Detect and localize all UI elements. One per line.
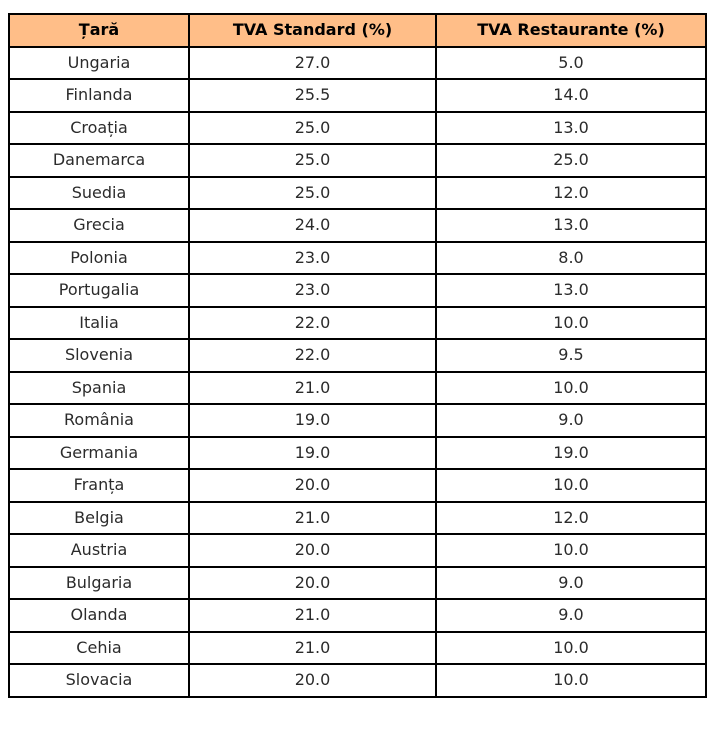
restaurant-vat-cell: 9.5 — [435, 338, 707, 373]
standard-vat-cell: 21.0 — [188, 598, 437, 633]
header-country: Țară — [8, 13, 190, 48]
table-header-row: Țară TVA Standard (%) TVA Restaurante (%… — [8, 13, 707, 48]
country-cell: Slovacia — [8, 663, 190, 698]
standard-vat-cell: 21.0 — [188, 630, 437, 665]
table-row: Cehia 21.0 10.0 — [8, 630, 707, 665]
restaurant-vat-cell: 9.0 — [435, 565, 707, 600]
restaurant-vat-cell: 25.0 — [435, 143, 707, 178]
table-row: Portugalia 23.0 13.0 — [8, 273, 707, 308]
table-row: Spania 21.0 10.0 — [8, 370, 707, 405]
table-row: Germania 19.0 19.0 — [8, 435, 707, 470]
restaurant-vat-cell: 13.0 — [435, 273, 707, 308]
table-row: Austria 20.0 10.0 — [8, 533, 707, 568]
table-row: Polonia 23.0 8.0 — [8, 240, 707, 275]
standard-vat-cell: 20.0 — [188, 533, 437, 568]
standard-vat-cell: 19.0 — [188, 403, 437, 438]
restaurant-vat-cell: 9.0 — [435, 598, 707, 633]
restaurant-vat-cell: 10.0 — [435, 370, 707, 405]
standard-vat-cell: 25.0 — [188, 175, 437, 210]
table-row: Grecia 24.0 13.0 — [8, 208, 707, 243]
standard-vat-cell: 21.0 — [188, 370, 437, 405]
standard-vat-cell: 20.0 — [188, 565, 437, 600]
restaurant-vat-cell: 10.0 — [435, 533, 707, 568]
restaurant-vat-cell: 5.0 — [435, 45, 707, 80]
country-cell: Belgia — [8, 500, 190, 535]
country-cell: Slovenia — [8, 338, 190, 373]
table-row: Slovenia 22.0 9.5 — [8, 338, 707, 373]
restaurant-vat-cell: 12.0 — [435, 175, 707, 210]
country-cell: Germania — [8, 435, 190, 470]
country-cell: Croația — [8, 110, 190, 145]
table-row: Belgia 21.0 12.0 — [8, 500, 707, 535]
standard-vat-cell: 19.0 — [188, 435, 437, 470]
restaurant-vat-cell: 10.0 — [435, 663, 707, 698]
country-cell: Suedia — [8, 175, 190, 210]
table-row: Finlanda 25.5 14.0 — [8, 78, 707, 113]
country-cell: Franța — [8, 468, 190, 503]
restaurant-vat-cell: 10.0 — [435, 468, 707, 503]
country-cell: Olanda — [8, 598, 190, 633]
table-row: Olanda 21.0 9.0 — [8, 598, 707, 633]
header-standard-vat: TVA Standard (%) — [188, 13, 437, 48]
restaurant-vat-cell: 13.0 — [435, 208, 707, 243]
table-row: Franța 20.0 10.0 — [8, 468, 707, 503]
standard-vat-cell: 25.0 — [188, 110, 437, 145]
vat-table: Țară TVA Standard (%) TVA Restaurante (%… — [8, 13, 707, 698]
standard-vat-cell: 24.0 — [188, 208, 437, 243]
restaurant-vat-cell: 19.0 — [435, 435, 707, 470]
standard-vat-cell: 25.0 — [188, 143, 437, 178]
table-row: Danemarca 25.0 25.0 — [8, 143, 707, 178]
country-cell: Austria — [8, 533, 190, 568]
restaurant-vat-cell: 14.0 — [435, 78, 707, 113]
table-row: Suedia 25.0 12.0 — [8, 175, 707, 210]
table-row: Bulgaria 20.0 9.0 — [8, 565, 707, 600]
standard-vat-cell: 25.5 — [188, 78, 437, 113]
restaurant-vat-cell: 8.0 — [435, 240, 707, 275]
standard-vat-cell: 23.0 — [188, 273, 437, 308]
table-row: România 19.0 9.0 — [8, 403, 707, 438]
country-cell: Portugalia — [8, 273, 190, 308]
country-cell: Italia — [8, 305, 190, 340]
restaurant-vat-cell: 10.0 — [435, 630, 707, 665]
country-cell: Spania — [8, 370, 190, 405]
restaurant-vat-cell: 10.0 — [435, 305, 707, 340]
header-restaurant-vat: TVA Restaurante (%) — [435, 13, 707, 48]
table-body: Ungaria 27.0 5.0 Finlanda 25.5 14.0 Croația 25.… — [8, 45, 707, 698]
table-row: Croația 25.0 13.0 — [8, 110, 707, 145]
table-row: Ungaria 27.0 5.0 — [8, 45, 707, 80]
standard-vat-cell: 22.0 — [188, 305, 437, 340]
country-cell: Polonia — [8, 240, 190, 275]
country-cell: Ungaria — [8, 45, 190, 80]
restaurant-vat-cell: 13.0 — [435, 110, 707, 145]
standard-vat-cell: 27.0 — [188, 45, 437, 80]
restaurant-vat-cell: 12.0 — [435, 500, 707, 535]
country-cell: Grecia — [8, 208, 190, 243]
standard-vat-cell: 21.0 — [188, 500, 437, 535]
country-cell: Finlanda — [8, 78, 190, 113]
country-cell: Bulgaria — [8, 565, 190, 600]
restaurant-vat-cell: 9.0 — [435, 403, 707, 438]
standard-vat-cell: 20.0 — [188, 663, 437, 698]
country-cell: Danemarca — [8, 143, 190, 178]
country-cell: România — [8, 403, 190, 438]
standard-vat-cell: 23.0 — [188, 240, 437, 275]
country-cell: Cehia — [8, 630, 190, 665]
table-row: Slovacia 20.0 10.0 — [8, 663, 707, 698]
table-row: Italia 22.0 10.0 — [8, 305, 707, 340]
standard-vat-cell: 22.0 — [188, 338, 437, 373]
standard-vat-cell: 20.0 — [188, 468, 437, 503]
